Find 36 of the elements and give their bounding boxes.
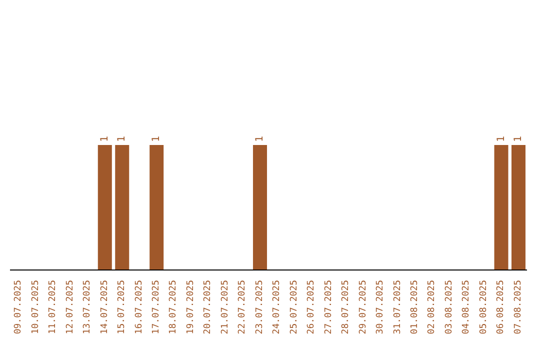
x-tick-label: 31.07.2025: [392, 280, 403, 334]
x-tick-label: 24.07.2025: [272, 280, 282, 334]
x-tick-label: 27.07.2025: [324, 280, 334, 334]
data-label: 1: [254, 136, 266, 142]
x-tick-label: 19.07.2025: [186, 280, 196, 334]
x-tick-label: 05.08.2025: [478, 280, 489, 334]
x-tick-label: 02.08.2025: [427, 280, 438, 334]
x-tick-label: 20.07.2025: [203, 280, 214, 334]
x-tick-label: 22.07.2025: [238, 280, 248, 334]
x-tick-label: 21.07.2025: [220, 280, 230, 334]
x-tick-label: 03.08.2025: [444, 280, 454, 334]
x-tick-label: 28.07.2025: [341, 280, 352, 334]
x-tick-label: 18.07.2025: [168, 280, 179, 334]
x-tick-label: 16.07.2025: [134, 280, 144, 334]
data-label: 1: [512, 136, 524, 142]
data-label: 1: [116, 136, 128, 142]
data-label: 1: [151, 136, 162, 142]
x-tick-label: 26.07.2025: [306, 280, 317, 334]
x-tick-label: 04.08.2025: [462, 280, 472, 334]
x-tick-label: 11.07.2025: [48, 280, 58, 334]
x-tick-label: 14.07.2025: [100, 280, 110, 334]
x-tick-label: 17.07.2025: [151, 280, 162, 334]
x-tick-label: 25.07.2025: [289, 280, 300, 334]
data-label: 1: [99, 136, 110, 142]
x-tick-label: 07.08.2025: [513, 280, 524, 334]
x-tick-label: 15.07.2025: [117, 280, 128, 334]
x-tick-label: 23.07.2025: [254, 280, 265, 334]
x-tick-label: 06.08.2025: [496, 280, 506, 334]
x-tick-label: 10.07.2025: [30, 280, 41, 334]
x-tick-label: 01.08.2025: [410, 280, 420, 334]
data-label: 1: [496, 136, 507, 142]
x-tick-label: 09.07.2025: [14, 280, 24, 334]
x-tick-label: 29.07.2025: [358, 280, 368, 334]
x-tick-label: 30.07.2025: [376, 280, 386, 334]
x-tick-label: 12.07.2025: [65, 280, 76, 334]
x-tick-label: 13.07.2025: [82, 280, 93, 334]
